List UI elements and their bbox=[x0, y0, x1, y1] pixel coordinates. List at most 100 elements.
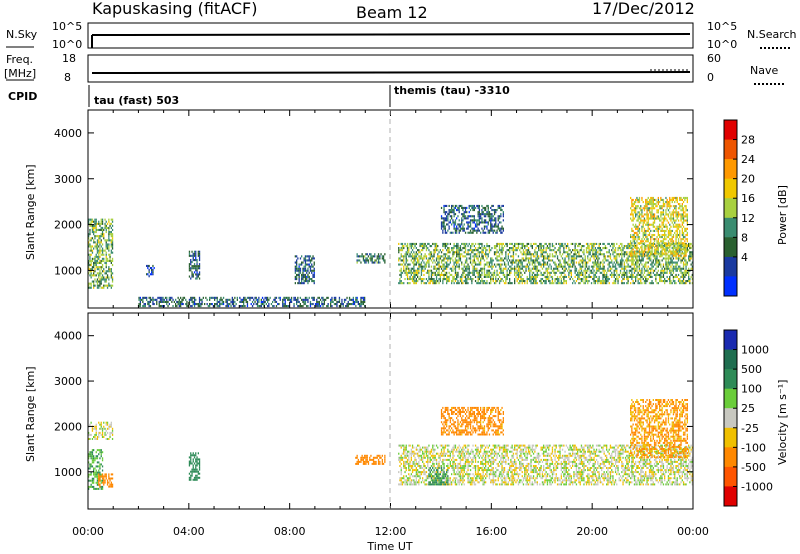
data-cell bbox=[556, 255, 559, 258]
data-cell bbox=[638, 211, 641, 214]
data-cell bbox=[548, 267, 550, 270]
data-cell bbox=[454, 229, 457, 232]
data-cell bbox=[633, 209, 636, 212]
data-cell bbox=[468, 242, 470, 245]
data-cell bbox=[480, 247, 482, 250]
data-cell bbox=[486, 213, 488, 216]
data-cell bbox=[312, 275, 314, 278]
data-cell bbox=[623, 253, 625, 256]
data-cell bbox=[487, 253, 489, 256]
data-cell bbox=[492, 204, 494, 207]
data-cell bbox=[659, 259, 661, 262]
data-cell bbox=[100, 226, 102, 229]
data-cell bbox=[686, 234, 688, 237]
data-cell bbox=[521, 263, 523, 266]
data-cell bbox=[481, 221, 483, 224]
data-cell bbox=[661, 271, 663, 274]
data-cell bbox=[418, 265, 420, 268]
data-cell bbox=[506, 249, 508, 252]
data-cell bbox=[346, 305, 348, 308]
data-cell bbox=[106, 226, 109, 229]
data-cell bbox=[656, 248, 658, 251]
data-cell bbox=[608, 263, 610, 266]
data-cell bbox=[623, 267, 625, 270]
data-cell bbox=[635, 280, 637, 283]
data-cell bbox=[99, 259, 101, 262]
data-cell bbox=[162, 300, 164, 303]
data-cell bbox=[671, 240, 673, 243]
data-cell bbox=[585, 263, 588, 266]
data-cell bbox=[236, 298, 238, 301]
data-cell bbox=[91, 249, 94, 252]
data-cell bbox=[597, 269, 599, 272]
data-cell bbox=[669, 244, 671, 247]
data-cell bbox=[263, 305, 265, 308]
data-cell bbox=[659, 217, 661, 220]
data-cell bbox=[531, 271, 533, 274]
data-cell bbox=[676, 229, 678, 232]
data-cell bbox=[498, 217, 501, 220]
data-cell bbox=[532, 242, 535, 245]
data-cell bbox=[476, 249, 478, 252]
data-cell bbox=[106, 247, 109, 250]
data-cell bbox=[356, 259, 358, 262]
data-cell bbox=[661, 236, 663, 239]
data-cell bbox=[500, 231, 502, 234]
data-cell bbox=[88, 259, 90, 262]
data-cell bbox=[410, 273, 412, 276]
data-cell bbox=[682, 244, 685, 247]
data-cell bbox=[264, 296, 266, 299]
data-cell bbox=[459, 249, 462, 252]
data-cell bbox=[175, 303, 177, 306]
data-cell bbox=[304, 265, 307, 268]
data-cell bbox=[287, 298, 289, 301]
data-cell bbox=[90, 284, 92, 287]
data-cell bbox=[551, 282, 554, 285]
data-cell bbox=[360, 303, 362, 306]
data-cell bbox=[622, 247, 624, 250]
data-cell bbox=[671, 221, 673, 224]
data-cell bbox=[631, 242, 633, 245]
data-cell bbox=[514, 271, 516, 274]
data-cell bbox=[101, 228, 104, 231]
data-cell bbox=[229, 298, 231, 301]
data-cell bbox=[303, 267, 305, 270]
data-cell bbox=[351, 303, 353, 306]
data-cell bbox=[158, 305, 160, 308]
data-cell bbox=[640, 219, 642, 222]
data-cell bbox=[309, 269, 312, 272]
data-cell bbox=[590, 265, 593, 268]
data-cell bbox=[535, 267, 537, 270]
data-cell bbox=[665, 254, 667, 257]
data-cell bbox=[680, 219, 682, 222]
data-cell bbox=[500, 263, 502, 266]
data-cell bbox=[481, 255, 483, 258]
data-cell bbox=[101, 266, 104, 269]
data-cell bbox=[467, 267, 469, 270]
data-cell bbox=[632, 240, 634, 243]
data-cell bbox=[558, 278, 560, 281]
data-cell bbox=[550, 275, 552, 278]
data-cell bbox=[550, 271, 552, 274]
data-cell bbox=[410, 251, 412, 254]
data-cell bbox=[643, 271, 646, 274]
data-cell bbox=[598, 257, 600, 260]
data-cell bbox=[415, 273, 417, 276]
data-cell bbox=[429, 251, 431, 254]
data-cell bbox=[313, 280, 315, 283]
data-cell bbox=[519, 259, 521, 262]
data-cell bbox=[621, 267, 623, 270]
data-cell bbox=[572, 255, 574, 258]
data-cell bbox=[657, 217, 659, 220]
data-cell bbox=[544, 275, 546, 278]
data-cell bbox=[447, 215, 449, 218]
data-cell bbox=[332, 300, 334, 303]
data-cell bbox=[481, 273, 483, 276]
data-cell bbox=[466, 280, 468, 283]
data-cell bbox=[636, 234, 638, 237]
data-cell bbox=[299, 305, 301, 308]
data-cell bbox=[588, 280, 590, 283]
data-cell bbox=[534, 280, 536, 283]
data-cell bbox=[656, 246, 658, 249]
data-cell bbox=[599, 251, 601, 254]
